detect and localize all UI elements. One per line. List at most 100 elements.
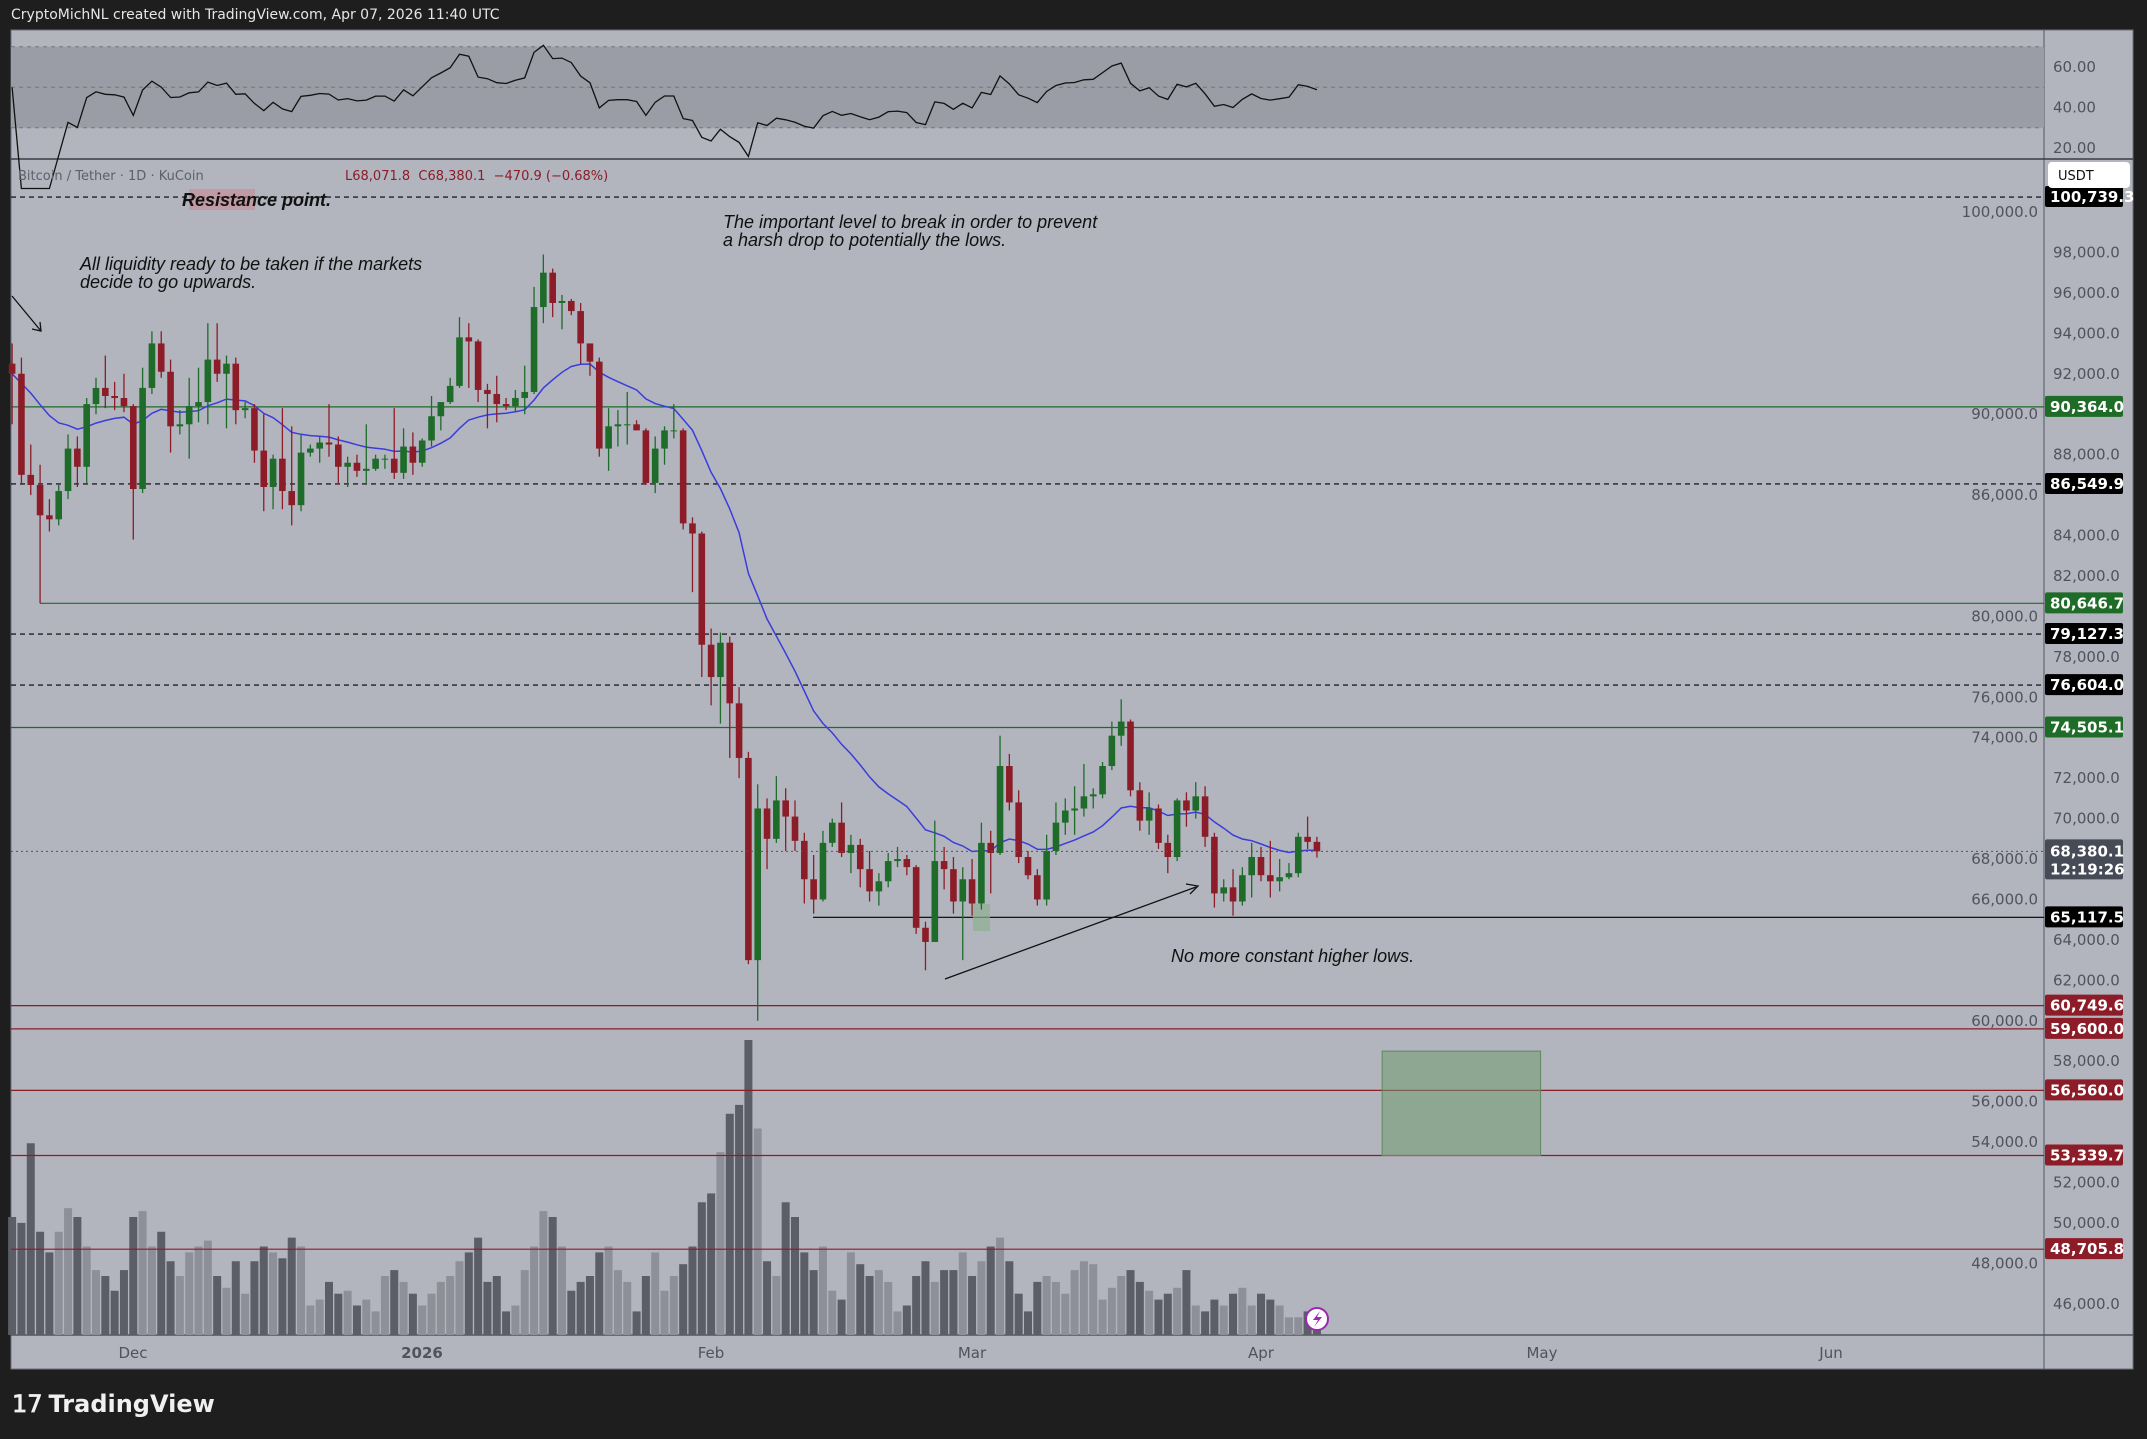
candle xyxy=(1024,850,1032,880)
candle-body xyxy=(1267,875,1274,882)
candle-body xyxy=(595,361,603,449)
candle-body xyxy=(1024,857,1032,876)
volume-bar xyxy=(800,1252,809,1335)
annotation-liquidity-line2[interactable]: decide to go upwards. xyxy=(80,272,256,292)
volume-bar xyxy=(1182,1270,1191,1335)
candle xyxy=(595,357,603,457)
annotation-important-level-line2[interactable]: a harsh drop to potentially the lows. xyxy=(723,230,1006,250)
candle-body xyxy=(502,404,510,407)
candle xyxy=(689,517,696,593)
annotation-important-level-line1[interactable]: The important level to break in order to… xyxy=(723,212,1098,232)
price-axis-label: 98,000.0 xyxy=(2053,243,2120,261)
annotation-liquidity-line1[interactable]: All liquidity ready to be taken if the m… xyxy=(79,254,422,274)
volume-bar xyxy=(679,1264,688,1335)
price-axis[interactable]: 100,000.0 98,000.0 96,000.0 94,000.0 92,000.… xyxy=(1962,203,2120,1313)
tradingview-logo[interactable]: 𝟣𝟩 TradingView xyxy=(12,1390,215,1418)
candle xyxy=(1117,699,1125,746)
volume-bar xyxy=(632,1311,641,1335)
candle xyxy=(102,355,109,409)
volume-bar xyxy=(940,1270,949,1335)
candle-body xyxy=(1248,857,1255,876)
annotation-resistance-point[interactable]: Resistance point. xyxy=(182,190,331,210)
price-level-badge-label: 76,604.0 xyxy=(2050,676,2124,694)
candle-body xyxy=(773,800,780,839)
higher-low-marker-box[interactable] xyxy=(973,904,990,931)
candle-body xyxy=(875,881,883,892)
volume-bar xyxy=(1154,1299,1163,1335)
candle-body xyxy=(950,869,957,902)
candle-body xyxy=(260,450,268,487)
candle-body xyxy=(931,861,939,942)
target-zone-box[interactable] xyxy=(1381,1050,1542,1156)
candle-body xyxy=(241,408,249,411)
liquidity-arrow[interactable] xyxy=(11,295,42,332)
symbol-legend[interactable]: Bitcoin / Tether · 1D · KuCoin xyxy=(18,169,204,184)
volume-bar xyxy=(1033,1281,1042,1335)
candle-body xyxy=(456,337,463,386)
volume-bar xyxy=(846,1252,855,1335)
candle-body xyxy=(549,272,556,303)
volume-bar xyxy=(1117,1276,1126,1335)
annotation-higher-lows[interactable]: No more constant higher lows. xyxy=(1171,946,1414,966)
candle-body xyxy=(64,448,72,492)
candle xyxy=(446,377,454,405)
candle-body xyxy=(251,408,258,451)
candle-body xyxy=(1164,842,1172,858)
volume-bar xyxy=(45,1252,54,1335)
candle-body xyxy=(372,458,379,469)
volume-bar xyxy=(1014,1293,1023,1335)
candle-body xyxy=(801,840,808,880)
price-level-badge-label: 65,117.5 xyxy=(2050,908,2124,926)
candle-body xyxy=(1276,877,1283,882)
price-level-badge xyxy=(2045,395,2123,417)
price-badges: 100,739.3 90,364.0 86,549.9 80,646.7 79,127.… xyxy=(2045,186,2134,1260)
candle xyxy=(1257,846,1265,882)
volume-bar xyxy=(297,1246,306,1335)
volume-bar xyxy=(818,1246,827,1335)
candle xyxy=(801,832,808,904)
price-level-badge xyxy=(2045,1017,2123,1039)
candle-body xyxy=(661,430,668,449)
price-axis-label: 68,000.0 xyxy=(1971,850,2038,868)
volume-bar xyxy=(986,1246,995,1335)
resistance-marker-box[interactable] xyxy=(189,189,255,210)
volume-bar xyxy=(278,1258,287,1335)
candle-body xyxy=(27,474,35,485)
rsi-pane[interactable] xyxy=(11,44,2044,190)
volume-bar xyxy=(1005,1261,1014,1335)
price-level-badge xyxy=(2045,623,2123,645)
currency-button[interactable]: USDT xyxy=(2048,162,2130,188)
candle xyxy=(46,499,53,532)
volume-bar xyxy=(17,1222,26,1335)
candle xyxy=(195,367,202,423)
candle-body xyxy=(1015,802,1022,858)
candle-body xyxy=(1239,875,1246,902)
price-axis-label: 48,000.0 xyxy=(1971,1254,2038,1272)
volume-bar xyxy=(194,1246,203,1335)
candle-body xyxy=(586,343,594,362)
trend-arrow[interactable] xyxy=(944,883,1200,980)
price-level-badge xyxy=(2045,1079,2123,1101)
candle-body xyxy=(651,448,659,483)
candle-body xyxy=(1089,794,1097,797)
volume-bar xyxy=(968,1276,977,1335)
candle xyxy=(1164,834,1172,874)
volume-bar xyxy=(641,1276,650,1335)
time-axis[interactable]: Dec 2026 Feb Mar Apr May Jun xyxy=(118,1344,1842,1362)
candle xyxy=(1304,816,1311,849)
volume-bar xyxy=(315,1299,324,1335)
price-axis-label: 76,000.0 xyxy=(1971,688,2038,706)
volume-bar xyxy=(101,1276,110,1335)
candle-body xyxy=(1211,836,1218,894)
candle-body xyxy=(512,398,519,407)
candle-body xyxy=(940,861,948,870)
candle xyxy=(931,820,939,942)
lightning-icon[interactable] xyxy=(1305,1307,1329,1331)
candle-body xyxy=(129,406,137,490)
candle-body xyxy=(18,373,25,475)
candle xyxy=(633,420,640,431)
price-level-badge-label: 53,339.7 xyxy=(2050,1146,2124,1164)
candle xyxy=(232,357,240,425)
rsi-axis[interactable]: 60.00 40.00 20.00 xyxy=(2053,58,2096,157)
